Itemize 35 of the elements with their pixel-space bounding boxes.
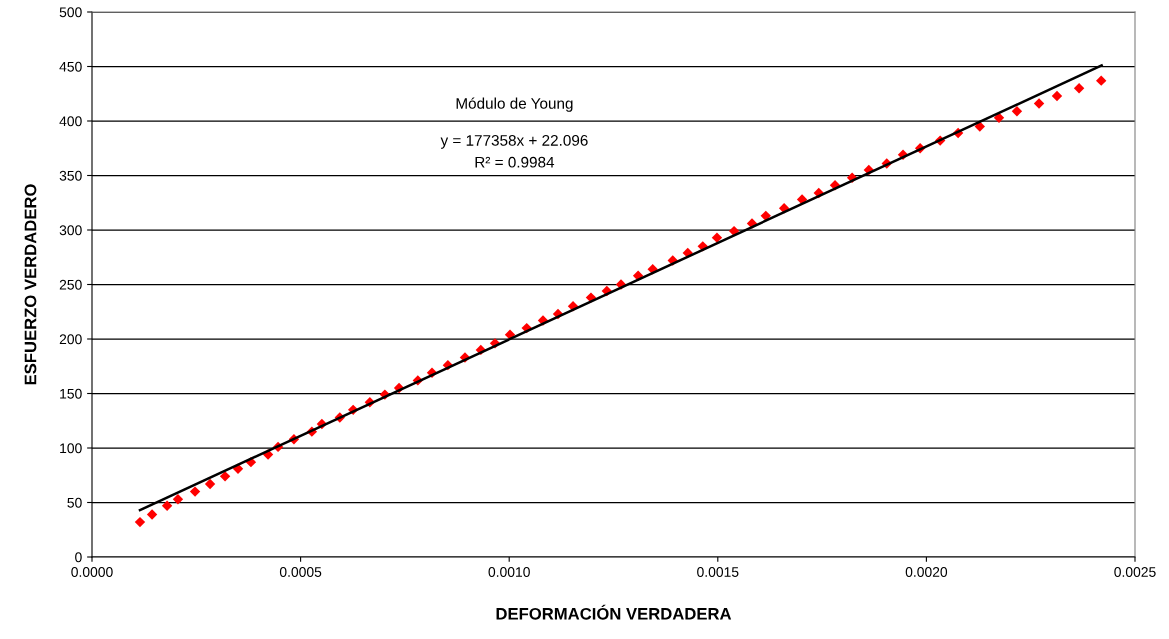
point (1033, 98, 1045, 109)
point (189, 486, 201, 497)
y-tick-label: 100 (60, 443, 82, 454)
point (204, 478, 216, 490)
x-tick-label: 0.0010 (488, 567, 530, 577)
point (1051, 90, 1063, 102)
x-axis-title: DEFORMACIÓN VERDADERA (496, 604, 732, 620)
y-tick-label: 300 (59, 225, 82, 236)
x-tick-label: 0.0025 (1114, 567, 1156, 577)
x-tick-label: 0.0005 (279, 567, 322, 577)
y-axis-title: ESFUERZO VERDADERO (24, 184, 37, 385)
point (172, 494, 184, 505)
x-tick-label: 0.0015 (697, 567, 739, 577)
point (1096, 75, 1107, 86)
annotation: Módulo de Young (456, 97, 573, 112)
y-tick-label: 350 (59, 170, 82, 181)
point (219, 471, 231, 482)
y-tick-label: 400 (59, 116, 82, 127)
point (711, 232, 723, 243)
annotation: R² = 0.9984 (475, 156, 555, 168)
x-tick-label: 0.0020 (905, 567, 948, 577)
y-tick-label: 50 (67, 497, 82, 508)
point (1073, 83, 1085, 94)
y-tick-label: 500 (59, 7, 82, 18)
annotation: y = 177358x + 22.096 (440, 134, 588, 149)
point (146, 509, 158, 520)
point (161, 500, 173, 511)
point (134, 516, 146, 528)
point (1011, 105, 1023, 117)
y-tick-label: 150 (60, 388, 82, 399)
y-tick-label: 0 (75, 552, 82, 563)
x-tick-label: 0.0000 (71, 567, 113, 577)
y-tick-label: 200 (59, 334, 82, 345)
y-tick-label: 250 (59, 279, 82, 290)
y-tick-label: 450 (59, 61, 82, 72)
